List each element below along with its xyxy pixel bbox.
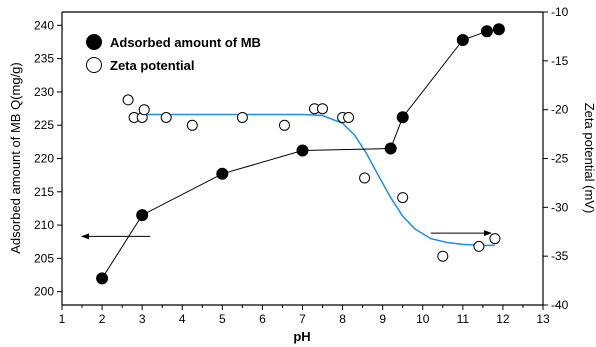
x-tick-label: 13 xyxy=(536,312,550,326)
y-right-tick-label: -40 xyxy=(551,298,569,312)
x-axis-title: pH xyxy=(293,329,310,344)
legend-marker-filled xyxy=(86,34,102,50)
legend-label-adsorbed: Adsorbed amount of MB xyxy=(110,35,261,50)
adsorbed-point xyxy=(384,142,397,155)
zeta-point xyxy=(437,250,449,262)
zeta-point xyxy=(317,103,328,115)
adsorbed-point xyxy=(492,23,505,36)
y-left-tick-label: 235 xyxy=(34,52,54,66)
points-layer xyxy=(96,23,505,285)
y-left-tick-label: 240 xyxy=(34,18,54,32)
y-right-tick-label: -10 xyxy=(551,5,569,19)
y-left-tick-label: 200 xyxy=(34,285,54,299)
x-tick-label: 10 xyxy=(416,312,430,326)
y-right-tick-label: -35 xyxy=(551,249,569,263)
x-tick-label: 12 xyxy=(496,312,510,326)
adsorbed-point xyxy=(136,209,149,222)
x-tick-label: 2 xyxy=(99,312,106,326)
y-left-tick-label: 215 xyxy=(34,185,54,199)
zeta-point xyxy=(279,119,290,131)
y-left-tick-label: 205 xyxy=(34,251,54,265)
x-tick-label: 6 xyxy=(259,312,266,326)
zeta-point xyxy=(359,172,371,184)
y-left-axis-title: Adsorbed amount of MB Q(mg/g) xyxy=(8,62,23,253)
x-tick-label: 4 xyxy=(179,312,186,326)
legend-label-zeta: Zeta potential xyxy=(110,58,195,73)
y-right-tick-label: -30 xyxy=(551,200,569,214)
axes xyxy=(61,11,544,306)
fit-curve-layer xyxy=(142,113,495,247)
fit-curve xyxy=(142,113,495,247)
adsorbed-point xyxy=(480,25,493,38)
adsorbed-point xyxy=(216,167,229,180)
x-tick-label: 9 xyxy=(379,312,386,326)
x-tick-label: 11 xyxy=(457,312,470,326)
x-tick-label: 1 xyxy=(59,312,66,326)
x-ticks: 1 2 3 4 5 6 7 8 9 10 11 12 13 xyxy=(59,305,550,326)
zeta-point xyxy=(489,233,501,245)
x-tick-label: 5 xyxy=(219,312,226,326)
y-right-tick-label: -20 xyxy=(551,103,569,117)
zeta-point xyxy=(122,94,134,106)
adsorbed-point xyxy=(96,272,109,285)
adsorbed-point xyxy=(396,111,409,124)
y-left-tick-label: 225 xyxy=(34,118,54,132)
x-tick-label: 7 xyxy=(299,312,306,326)
zeta-point xyxy=(186,119,198,131)
y-right-tick-label: -25 xyxy=(551,152,569,166)
adsorbed-point xyxy=(296,144,309,157)
x-tick-label: 3 xyxy=(139,312,146,326)
adsorbed-point xyxy=(456,34,469,46)
y-left-tick-label: 230 xyxy=(34,85,54,99)
legend: Adsorbed amount of MB Zeta potential xyxy=(86,34,261,73)
y-right-tick-label: -15 xyxy=(551,54,569,68)
y-left-tick-label: 220 xyxy=(34,152,54,166)
y-right-ticks: -40 -35 -30 -25 -20 -15 -10 xyxy=(543,5,569,312)
legend-marker-open xyxy=(86,57,102,73)
zeta-point xyxy=(160,112,172,123)
zeta-point xyxy=(236,112,248,123)
y-left-tick-label: 210 xyxy=(34,218,54,232)
zeta-point xyxy=(138,104,150,116)
zeta-point xyxy=(343,112,355,123)
annotation-layer xyxy=(81,230,492,240)
y-right-axis-title: Zeta potential (mV) xyxy=(582,103,596,214)
y-left-ticks: 200 205 210 215 220 225 230 235 240 xyxy=(34,18,62,299)
zeta-point xyxy=(473,240,485,252)
zeta-point xyxy=(397,192,409,204)
x-tick-label: 8 xyxy=(339,312,346,326)
